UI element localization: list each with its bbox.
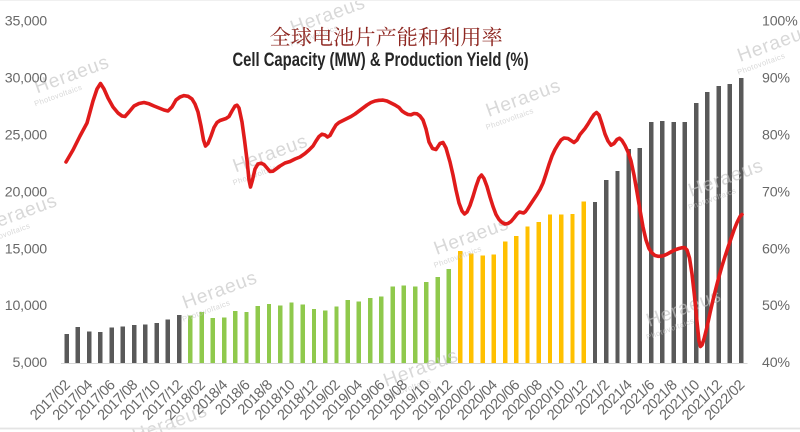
- svg-text:Cell Capacity (MW) & Productio: Cell Capacity (MW) & Production Yield (%…: [232, 49, 528, 70]
- svg-text:5,000: 5,000: [12, 355, 47, 371]
- svg-text:40%: 40%: [762, 355, 790, 371]
- svg-text:60%: 60%: [762, 241, 790, 257]
- svg-text:15,000: 15,000: [5, 241, 48, 257]
- svg-text:25,000: 25,000: [5, 127, 48, 143]
- svg-text:20,000: 20,000: [5, 184, 48, 200]
- svg-text:50%: 50%: [762, 298, 790, 314]
- svg-text:30,000: 30,000: [5, 70, 48, 86]
- svg-text:70%: 70%: [762, 184, 790, 200]
- svg-text:10,000: 10,000: [5, 298, 48, 314]
- svg-text:80%: 80%: [762, 127, 790, 143]
- svg-text:35,000: 35,000: [5, 14, 48, 30]
- svg-text:90%: 90%: [762, 70, 790, 86]
- svg-text:100%: 100%: [762, 14, 798, 30]
